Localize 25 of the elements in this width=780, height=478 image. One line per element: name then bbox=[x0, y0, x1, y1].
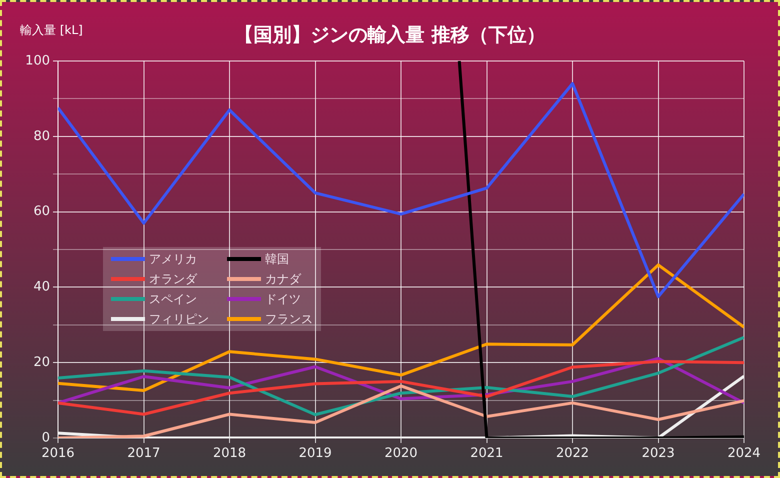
chart-title: 【国別】ジンの輸入量 推移（下位） bbox=[234, 24, 546, 46]
legend-label: オランダ bbox=[149, 270, 197, 288]
legend-label: アメリカ bbox=[149, 250, 197, 268]
y-tick-label: 20 bbox=[33, 354, 50, 370]
legend-label: フランス bbox=[265, 310, 313, 328]
x-tick-label: 2023 bbox=[642, 446, 675, 462]
legend-label: ドイツ bbox=[265, 290, 301, 308]
y-axis-title: 輸入量 [kL] bbox=[20, 22, 83, 39]
x-tick-label: 2022 bbox=[556, 446, 590, 462]
x-tick-label: 2021 bbox=[470, 446, 504, 462]
y-tick-label: 0 bbox=[42, 430, 50, 446]
legend-label: スペイン bbox=[149, 290, 197, 308]
y-tick-label: 100 bbox=[25, 53, 50, 68]
x-tick-label: 2024 bbox=[727, 446, 761, 462]
x-tick-label: 2019 bbox=[298, 446, 332, 462]
y-tick-label: 40 bbox=[33, 280, 50, 295]
x-tick-label: 2018 bbox=[212, 446, 246, 462]
x-tick-label: 2020 bbox=[384, 446, 418, 462]
y-tick-label: 80 bbox=[33, 128, 50, 144]
legend-label: フィリピン bbox=[149, 310, 209, 328]
legend-label: 韓国 bbox=[265, 250, 289, 268]
x-tick-label: 2017 bbox=[127, 446, 160, 462]
y-tick-label: 60 bbox=[33, 204, 50, 220]
x-tick-label: 2016 bbox=[41, 446, 75, 462]
legend-label: カナダ bbox=[265, 270, 301, 288]
